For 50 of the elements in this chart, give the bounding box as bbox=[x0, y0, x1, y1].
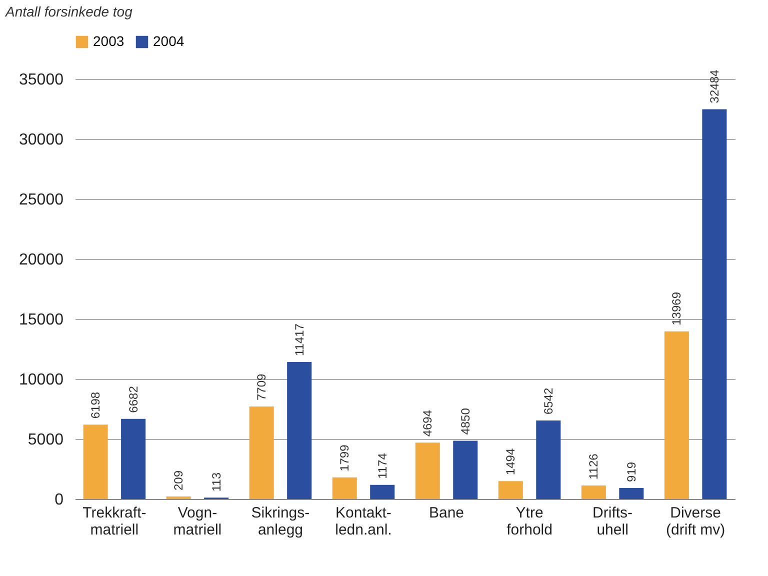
y-axis-title: Antall forsinkede tog bbox=[4, 4, 133, 20]
x-tick-label: Kontakt- ledn.anl. bbox=[335, 504, 392, 538]
x-tick-label: Diverse (drift mv) bbox=[666, 504, 726, 538]
data-label: 209 bbox=[172, 470, 186, 490]
x-tick-label: Vogn- matriell bbox=[173, 504, 222, 538]
data-label: 7709 bbox=[254, 373, 269, 400]
y-tick-label: 25000 bbox=[19, 192, 64, 208]
y-tick-label: 20000 bbox=[19, 252, 64, 268]
bar bbox=[619, 488, 644, 499]
data-label: 1799 bbox=[338, 444, 352, 472]
bar bbox=[581, 485, 606, 499]
bar bbox=[166, 496, 191, 499]
x-tick-label: Ytre forhold bbox=[506, 504, 552, 538]
data-label: 11417 bbox=[292, 323, 306, 356]
legend-label: 2003 bbox=[93, 33, 124, 49]
bar bbox=[415, 442, 440, 499]
bar bbox=[702, 109, 727, 499]
legend-label: 2004 bbox=[153, 33, 184, 49]
bar bbox=[287, 362, 312, 499]
y-tick-label: 30000 bbox=[19, 132, 64, 148]
y-tick-label: 5000 bbox=[28, 432, 64, 448]
bar bbox=[83, 424, 108, 499]
bar bbox=[332, 477, 357, 499]
data-label: 13969 bbox=[670, 292, 684, 326]
y-tick-label: 35000 bbox=[19, 72, 64, 88]
data-label: 1174 bbox=[375, 452, 390, 479]
data-label: 113 bbox=[209, 472, 224, 492]
y-tick-label: 10000 bbox=[19, 372, 64, 388]
y-tick-label: 15000 bbox=[19, 312, 64, 328]
data-label: 1126 bbox=[586, 453, 601, 480]
data-label: 1494 bbox=[504, 448, 518, 476]
bar bbox=[370, 484, 395, 499]
data-label: 919 bbox=[624, 462, 638, 482]
data-label: 6542 bbox=[541, 387, 556, 414]
data-label: 32484 bbox=[707, 69, 722, 104]
bar bbox=[121, 418, 146, 499]
data-label: 4694 bbox=[420, 410, 435, 437]
x-tick-label: Bane bbox=[428, 504, 464, 522]
data-label: 6198 bbox=[88, 392, 103, 419]
data-label: 6682 bbox=[126, 386, 140, 413]
bar bbox=[453, 440, 478, 499]
x-tick-label: Sikrings- anlegg bbox=[251, 504, 310, 538]
y-tick-label: 0 bbox=[54, 492, 64, 508]
data-label: 4850 bbox=[458, 408, 472, 435]
bar bbox=[498, 481, 523, 499]
x-tick-label: Drifts- uhell bbox=[592, 504, 633, 538]
bar bbox=[536, 420, 561, 499]
x-tick-label: Trekkraft- matriell bbox=[82, 504, 146, 538]
bar bbox=[664, 331, 689, 499]
bar bbox=[249, 406, 274, 499]
